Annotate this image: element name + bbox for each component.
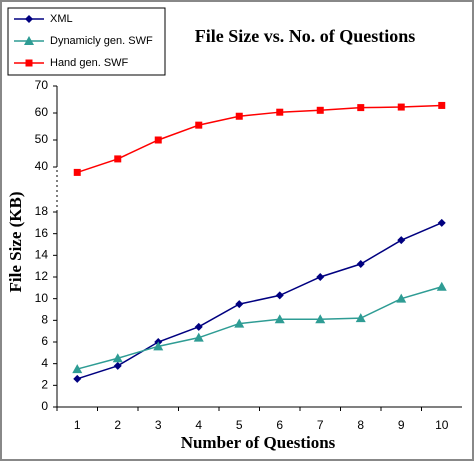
point <box>355 313 366 323</box>
point <box>356 260 365 268</box>
y-tick-label: 6 <box>41 334 48 348</box>
series-line <box>77 286 442 370</box>
point <box>316 106 324 114</box>
x-axis-label: Number of Questions <box>181 433 336 452</box>
y-tick-label: 40 <box>35 159 49 173</box>
legend-label: Dynamicly gen. SWF <box>50 35 153 47</box>
point <box>357 104 365 112</box>
point <box>436 281 447 291</box>
point <box>193 332 204 342</box>
chart-title: File Size vs. No. of Questions <box>195 26 416 46</box>
legend-label: XML <box>50 13 73 25</box>
x-tick-label: 8 <box>357 418 364 432</box>
x-tick-label: 3 <box>155 418 162 432</box>
y-tick-label: 60 <box>35 105 49 119</box>
x-tick-label: 7 <box>317 418 324 432</box>
point <box>194 322 203 331</box>
point <box>437 218 446 227</box>
point <box>315 314 326 324</box>
legend-marker <box>25 15 33 23</box>
y-axis-label: File Size (KB) <box>6 191 25 292</box>
point <box>274 314 285 324</box>
y-tick-label: 4 <box>41 356 48 370</box>
y-tick-label: 2 <box>41 378 48 392</box>
point <box>114 155 122 163</box>
legend-marker <box>25 59 33 67</box>
point <box>397 103 405 111</box>
series-line <box>77 222 443 380</box>
x-tick-label: 2 <box>114 418 121 432</box>
x-tick-label: 6 <box>276 418 283 432</box>
point <box>316 273 325 281</box>
y-tick-label: 18 <box>35 204 49 218</box>
y-tick-label: 16 <box>35 226 49 240</box>
point <box>153 341 164 351</box>
y-tick-label: 8 <box>41 313 48 327</box>
point <box>113 361 122 370</box>
y-tick-label: 10 <box>35 291 49 305</box>
point <box>235 112 243 120</box>
y-tick-label: 14 <box>35 248 49 262</box>
x-tick-label: 4 <box>195 418 202 432</box>
point <box>396 293 407 303</box>
point <box>154 136 162 144</box>
legend-marker <box>24 36 34 45</box>
y-tick-label: 0 <box>41 399 48 413</box>
point <box>72 364 83 374</box>
y-tick-label: 50 <box>35 132 49 146</box>
point <box>438 101 446 109</box>
x-tick-label: 10 <box>435 418 449 432</box>
point <box>112 353 123 363</box>
x-tick-label: 9 <box>398 418 405 432</box>
point <box>195 121 203 129</box>
point <box>276 108 284 116</box>
point <box>73 374 82 383</box>
y-tick-label: 70 <box>35 78 49 92</box>
point <box>275 291 284 300</box>
point <box>235 300 244 309</box>
point <box>73 168 81 176</box>
point <box>234 318 245 328</box>
legend-label: Hand gen. SWF <box>50 57 129 69</box>
y-tick-label: 12 <box>35 269 49 283</box>
series-line <box>77 104 442 174</box>
point <box>397 236 406 245</box>
x-tick-label: 5 <box>236 418 243 432</box>
x-tick-label: 1 <box>74 418 81 432</box>
